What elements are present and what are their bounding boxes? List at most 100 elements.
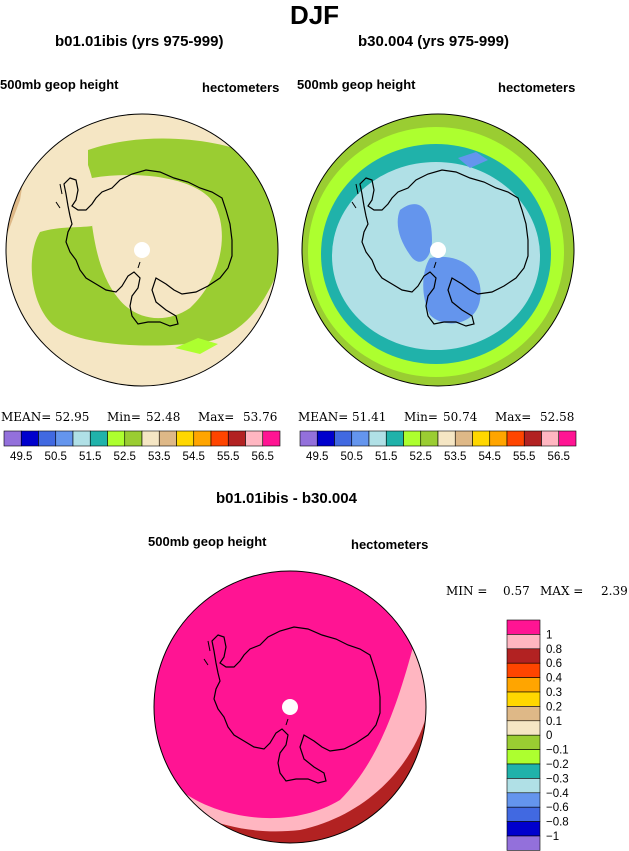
- map1-pole: [134, 242, 150, 258]
- colorbar-swatch: [420, 430, 439, 447]
- colorbar-swatch: [541, 430, 560, 447]
- map3-border: [153, 570, 427, 844]
- colorbar-tick-label: 52.5: [114, 451, 136, 463]
- colorbar-tick-label: 0.3: [546, 687, 562, 699]
- colorbar-swatch: [506, 706, 541, 722]
- colorbar-tick-label: −0.1: [546, 745, 569, 757]
- panel1-variable-label: 500mb geop height: [0, 77, 119, 92]
- colorbar-swatch: [351, 430, 370, 447]
- colorbar-swatch: [506, 691, 541, 707]
- colorbar-swatch: [506, 634, 541, 650]
- map2-pole: [430, 242, 446, 258]
- map-panel2: [301, 113, 575, 387]
- colorbar-tick-label: 52.5: [410, 451, 432, 463]
- colorbar-tick-label: 49.5: [306, 451, 328, 463]
- panel1-title: b01.01ibis (yrs 975-999): [55, 33, 224, 50]
- colorbar-swatch: [506, 662, 541, 678]
- diff-min-value: 0.57: [503, 584, 530, 598]
- map1-border: [5, 113, 279, 387]
- colorbar-tick-label: 0.1: [546, 716, 562, 728]
- colorbar-swatch: [245, 430, 264, 447]
- colorbar-tick-label: 55.5: [513, 451, 535, 463]
- colorbar-swatch: [454, 430, 473, 447]
- diff-variable-label: 500mb geop height: [148, 534, 267, 549]
- colorbar-tick-label: 53.5: [444, 451, 466, 463]
- colorbar-swatch: [141, 430, 160, 447]
- colorbar-swatch: [506, 734, 541, 750]
- colorbar-tick-label: 51.5: [79, 451, 101, 463]
- colorbar-swatch: [107, 430, 126, 447]
- panel2-max-value: 52.58: [540, 410, 575, 424]
- colorbar-swatch: [38, 430, 57, 447]
- colorbar-swatch: [506, 619, 541, 635]
- map2-border: [301, 113, 575, 387]
- colorbar-swatch: [124, 430, 143, 447]
- colorbar-swatch: [506, 835, 541, 851]
- map1-field-52: [175, 338, 218, 354]
- colorbar-swatch: [403, 430, 422, 447]
- colorbar-swatch: [368, 430, 387, 447]
- panel2-min-label: Min=: [404, 410, 438, 424]
- colorbar-tick-label: 50.5: [341, 451, 363, 463]
- colorbar-tick-label: −0.4: [546, 788, 569, 800]
- panel2-units-label: hectometers: [498, 80, 576, 95]
- panel2-mean-value: 51.41: [352, 410, 387, 424]
- colorbar-swatch: [558, 430, 577, 447]
- colorbar-tick-label: 56.5: [548, 451, 570, 463]
- colorbar-swatch: [72, 430, 91, 447]
- panel2-variable-label: 500mb geop height: [297, 77, 416, 92]
- panel1-mean-value: 52.95: [55, 410, 90, 424]
- panel1-mean-label: MEAN=: [1, 410, 52, 424]
- colorbar-swatch: [472, 430, 491, 447]
- panel2-mean-label: MEAN=: [298, 410, 349, 424]
- colorbar-swatch: [506, 720, 541, 736]
- diff-units-label: hectometers: [351, 537, 429, 552]
- colorbar-tick-label: 51.5: [375, 451, 397, 463]
- colorbar-swatch: [262, 430, 281, 447]
- colorbar-swatch: [158, 430, 177, 447]
- panel1-min-label: Min=: [107, 410, 141, 424]
- diff-max-label: MAX =: [540, 584, 584, 598]
- colorbar-swatch: [20, 430, 39, 447]
- colorbar-tick-label: 56.5: [252, 451, 274, 463]
- map3-field-1: [154, 571, 426, 819]
- figure-title: DJF: [289, 0, 340, 30]
- colorbar-swatch: [316, 430, 335, 447]
- map3-field-0.4: [330, 846, 370, 851]
- colorbar-tick-label: 54.5: [479, 451, 501, 463]
- colorbar-tick-label: 0: [546, 730, 552, 742]
- colorbar-swatch: [299, 430, 318, 447]
- colorbar-swatch: [506, 806, 541, 822]
- colorbar-tick-label: 0.8: [546, 644, 562, 656]
- panel1-min-value: 52.48: [146, 410, 181, 424]
- colorbar-tick-label: 55.5: [217, 451, 239, 463]
- panel2-title: b30.004 (yrs 975-999): [358, 33, 509, 50]
- colorbar-swatch: [55, 430, 74, 447]
- colorbar-tick-label: −0.6: [546, 802, 569, 814]
- colorbar-swatch: [506, 749, 541, 765]
- diff-max-value: 2.39: [601, 584, 628, 598]
- colorbar-swatch: [210, 430, 229, 447]
- diff-panel-title: b01.01ibis - b30.004: [216, 490, 357, 507]
- map-panel1: [5, 113, 279, 387]
- colorbar-swatch: [506, 677, 541, 693]
- panel1-max-label: Max=: [198, 410, 235, 424]
- colorbar-tick-label: −1: [546, 831, 559, 843]
- colorbar-tick-label: 54.5: [183, 451, 205, 463]
- colorbar-swatch: [506, 778, 541, 794]
- colorbar-tick-label: 0.6: [546, 658, 562, 670]
- colorbar-panel2: 49.5 50.5 51.5 52.5 53.5 54.5 55.5 56.5: [299, 430, 577, 463]
- colorbar-tick-label: 53.5: [148, 451, 170, 463]
- colorbar-tick-label: 0.4: [546, 673, 563, 685]
- map2-field-50.5-c: [458, 152, 488, 168]
- colorbar-swatch: [385, 430, 404, 447]
- colorbar-tick-label: 50.5: [45, 451, 67, 463]
- colorbar-swatch: [506, 430, 525, 447]
- panel2-min-value: 50.74: [443, 410, 478, 424]
- colorbar-tick-label: 1: [546, 629, 552, 641]
- colorbar-swatch: [3, 430, 22, 447]
- panel2-max-label: Max=: [495, 410, 532, 424]
- colorbar-panel1: 49.5 50.5 51.5 52.5 53.5 54.5 55.5 56.5: [3, 430, 281, 463]
- panel1-max-value: 53.76: [243, 410, 278, 424]
